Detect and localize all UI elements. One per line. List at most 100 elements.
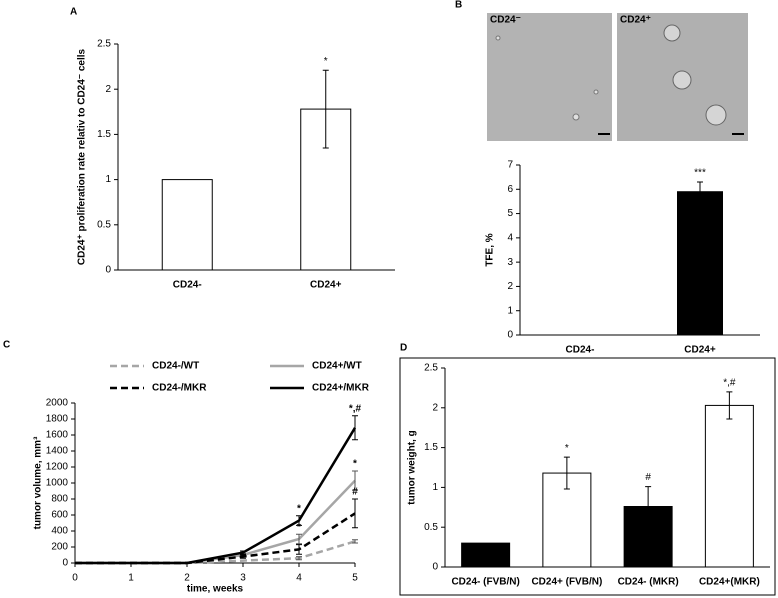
x-tick-label: 5 [352,573,358,584]
bar [461,542,511,568]
y-axis-label: tumor volume, mm³ [33,436,44,529]
error-bar [352,498,358,529]
y-tick-label: 4 [507,232,513,243]
annotation: *,# [349,403,362,414]
cell [572,113,580,121]
sphere [705,104,727,126]
legend-label: CD24+/MKR [312,383,370,394]
y-tick-label: 1400 [46,446,69,457]
y-tick-label: 1 [105,174,111,185]
y-tick-label: 600 [51,510,68,521]
bar [677,191,723,336]
x-tick-label: CD24- [173,280,202,291]
panel-label: D [400,343,407,354]
y-tick-label: 0 [507,330,513,341]
y-tick-label: 6 [507,184,513,195]
error-bar [352,415,358,441]
annotation: # [645,472,651,483]
x-tick-label: CD24- (FVB/N) [451,577,519,588]
annotation: *** [694,168,706,179]
annotation: * [297,522,301,533]
error-bar [352,470,358,491]
x-tick-label: 0 [72,573,78,584]
annotation: * [297,503,301,514]
line [75,427,357,565]
legend-label: CD24-/MKR [152,383,207,394]
bar [704,404,754,568]
error-bar [240,550,246,555]
annotation: * [324,56,328,67]
image-label: CD24⁻ [490,15,521,26]
y-tick-label: 0.5 [97,219,111,230]
error-bar [240,554,246,559]
y-tick-label: 200 [51,542,68,553]
x-tick-label: CD24+ [310,280,342,291]
error-bar [322,69,329,149]
y-tick-label: 2 [507,281,513,292]
error-bar [296,544,302,555]
x-tick-label: CD24+(MKR) [699,577,760,588]
error-bar [296,556,302,561]
micrograph [487,13,612,141]
x-tick-label: 4 [296,573,302,584]
sphere [672,70,692,90]
legend-label: CD24-/WT [152,361,199,372]
y-tick-label: 2 [432,402,438,413]
y-tick-label: 1 [507,305,513,316]
y-tick-label: 3 [507,257,513,268]
y-tick-label: 400 [51,526,68,537]
cell [593,89,599,95]
y-tick-label: 2 [105,84,111,95]
line [75,512,356,565]
panel-label: C [3,340,10,351]
x-tick-label: 1 [128,573,134,584]
y-tick-label: 7 [507,160,513,171]
error-bar [726,391,733,420]
y-tick-label: 2.5 [97,39,111,50]
y-tick-label: 800 [51,494,68,505]
legend-label: CD24+/WT [312,361,362,372]
x-tick-label: 2 [184,573,190,584]
line [75,479,356,565]
y-tick-label: 0 [62,558,68,569]
annotation: *,# [723,378,736,389]
panel-label: B [455,0,462,11]
y-tick-label: 1800 [46,414,69,425]
image-label: CD24⁺ [620,15,651,26]
annotation: # [352,487,358,498]
annotation: * [353,459,357,470]
y-tick-label: 1 [432,482,438,493]
cell [495,35,501,41]
x-axis-label: time, weeks [187,584,244,595]
panel-label: A [70,7,77,18]
y-tick-label: 5 [507,208,513,219]
y-tick-label: 0 [105,265,111,276]
panel-border [399,357,776,596]
x-tick-label: 3 [240,573,246,584]
bar [161,179,213,271]
error-bar [563,456,570,490]
y-tick-label: 0 [432,562,438,573]
y-axis-label: tumor weight, g [407,430,418,504]
x-tick-label: CD24+ (FVB/N) [531,577,602,588]
y-axis-label: CD24⁺ proliferation rate relativ to CD24… [77,48,88,265]
sphere [663,24,681,42]
y-axis-label: TFE, % [485,233,496,266]
x-tick-label: CD24+ [684,345,716,356]
y-tick-label: 1.5 [424,442,438,453]
x-tick-label: CD24- [566,345,595,356]
y-tick-label: 1.5 [97,129,111,140]
error-bar [296,515,302,526]
y-tick-label: 2000 [46,398,69,409]
error-bar [697,181,703,202]
error-bar [352,539,358,544]
error-bar [296,533,302,545]
y-tick-label: 1200 [46,462,69,473]
y-tick-label: 1600 [46,430,69,441]
y-tick-label: 0.5 [424,522,438,533]
y-tick-label: 1000 [46,478,69,489]
x-tick-label: CD24- (MKR) [618,577,679,588]
annotation: * [565,443,569,454]
error-bar [645,486,652,527]
